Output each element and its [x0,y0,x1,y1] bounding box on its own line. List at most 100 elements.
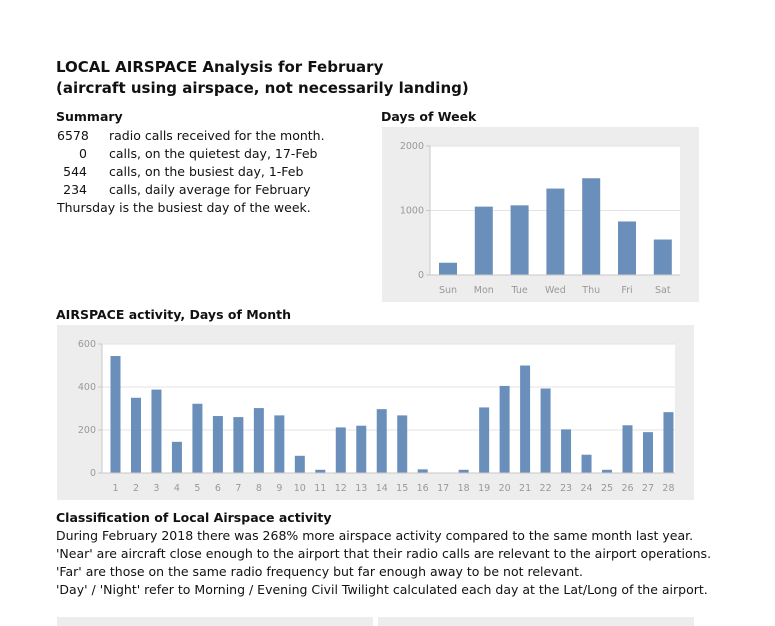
bar [479,407,490,473]
bar [653,239,672,275]
x-tick-label: 14 [376,483,388,494]
x-tick-label: 23 [560,483,572,494]
x-tick-label: 24 [580,483,592,494]
x-tick-label: 8 [256,483,262,494]
days-of-week-heading: Days of Week [381,109,477,124]
classification-text: During February 2018 there was 268% more… [56,527,711,599]
bar [130,397,141,473]
x-tick-label: 4 [174,483,180,494]
summary-list: 6578 radio calls received for the month. … [57,127,325,217]
x-tick-label: Fri [621,285,632,296]
y-tick-label: 0 [418,270,424,281]
classification-line: 'Near' are aircraft close enough to the … [56,546,712,561]
days-of-week-chart: 0 1000 2000 Sun Mon Tue Wed Thu Fri Sat [400,141,680,296]
y-tick-label: 400 [78,382,96,393]
summary-value: 234 [63,182,87,197]
x-tick-label: 3 [153,483,159,494]
bar [499,385,510,473]
x-tick-label: 27 [642,483,654,494]
x-tick-label: 13 [355,483,367,494]
bar [171,441,182,473]
bar [233,417,244,473]
y-tick-label: 200 [78,425,96,436]
x-tick-label: Mon [474,285,494,296]
classification-heading: Classification of Local Airspace activit… [56,510,332,525]
title-line-2: (aircraft using airspace, not necessaril… [56,79,469,97]
classification-line: 'Far' are those on the same radio freque… [56,564,584,579]
bar [663,412,674,473]
x-tick-label: 18 [458,483,470,494]
x-tick-label: Sat [655,285,671,296]
days-of-month-chart-panel: 0 200 400 600 1 2 3 4 5 6 7 8 9 10 11 12 13 14 15 16 17 18 19 2… [57,325,694,500]
x-tick-label: 5 [194,483,200,494]
summary-row: 6578 radio calls received for the month. [57,127,325,145]
x-tick-label: 16 [417,483,429,494]
x-tick-label: 7 [235,483,241,494]
bar [274,415,285,473]
summary-text: calls, daily average for February [109,182,311,197]
x-tick-label: 10 [294,483,306,494]
x-tick-label: 17 [437,483,449,494]
x-tick-label: Tue [510,285,527,296]
bar [546,188,565,275]
bar [212,416,223,473]
plot-area [102,344,675,473]
bar [253,408,264,473]
x-tick-label: 26 [621,483,633,494]
classification-line: During February 2018 there was 268% more… [56,528,694,543]
x-tick-label: 9 [276,483,282,494]
bar [110,356,121,473]
bar [602,469,613,473]
bar [561,429,572,473]
bar [540,388,551,473]
bar [474,206,493,275]
classification-line: 'Day' / 'Night' refer to Morning / Eveni… [56,582,708,597]
summary-text: radio calls received for the month. [109,128,325,143]
bar [622,425,633,473]
title-line-1: LOCAL AIRSPACE Analysis for February [56,58,384,76]
bar [439,262,457,275]
summary-heading: Summary [56,109,123,124]
days-of-week-chart-panel: 0 1000 2000 Sun Mon Tue Wed Thu Fri Sat [382,127,699,302]
summary-row: 0 calls, on the quietest day, 17-Feb [57,145,325,163]
busiest-day-note: Thursday is the busiest day of the week. [57,200,311,215]
bar [520,365,531,473]
bar [151,389,162,473]
next-chart-panel-left [57,617,373,626]
summary-value: 0 [79,146,87,161]
bar [582,178,601,275]
bar [335,427,346,473]
days-of-month-heading: AIRSPACE activity, Days of Month [56,307,292,322]
y-tick-label: 1000 [400,206,424,217]
page-title: LOCAL AIRSPACE Analysis for February (ai… [56,57,469,99]
summary-text: calls, on the quietest day, 17-Feb [109,146,318,161]
summary-value: 544 [63,164,87,179]
x-tick-label: 12 [335,483,347,494]
bar [642,432,653,473]
x-tick-label: 1 [112,483,118,494]
x-tick-label: 11 [314,483,326,494]
summary-text: calls, on the busiest day, 1-Feb [109,164,304,179]
y-tick-label: 0 [90,468,96,479]
x-tick-label: 20 [499,483,511,494]
bar [315,469,326,473]
x-tick-label: 19 [478,483,490,494]
x-tick-label: 6 [215,483,221,494]
bar [356,425,367,473]
x-tick-label: Sun [439,285,457,296]
x-tick-label: Thu [581,285,600,296]
y-tick-label: 2000 [400,141,424,152]
x-tick-label: 21 [519,483,531,494]
summary-row: 544 calls, on the busiest day, 1-Feb [57,163,325,181]
next-chart-panel-right [378,617,694,626]
bar [458,469,469,473]
x-tick-label: Wed [545,285,566,296]
x-tick-label: 2 [133,483,139,494]
bar [417,469,428,473]
x-tick-label: 25 [601,483,613,494]
summary-value: 6578 [57,128,89,143]
x-tick-label: 15 [396,483,408,494]
x-tick-label: 22 [540,483,552,494]
bar [397,415,408,473]
